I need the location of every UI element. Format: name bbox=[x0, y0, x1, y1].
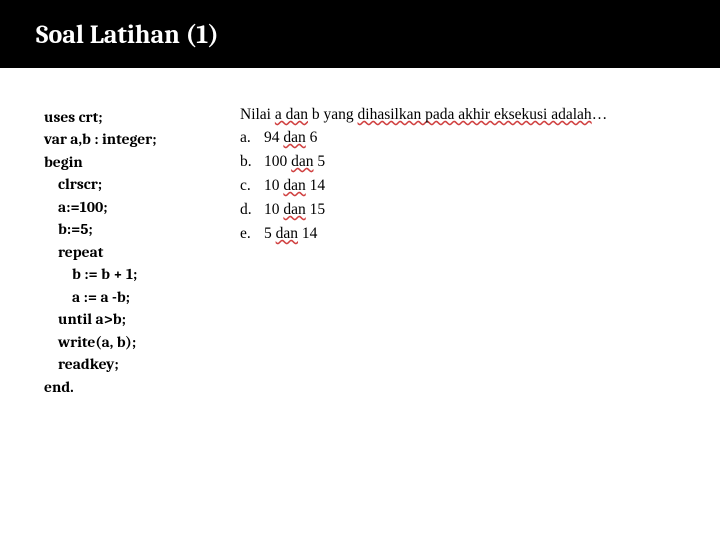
option-row: c. 10 dan 14 bbox=[240, 174, 607, 198]
option-rest: 14 bbox=[298, 225, 317, 242]
option-num: 5 bbox=[264, 225, 276, 242]
code-line: until a>b; bbox=[44, 308, 216, 330]
code-line: var a,b : integer; bbox=[44, 128, 216, 150]
question-part: … bbox=[592, 106, 608, 123]
option-row: d. 10 dan 15 bbox=[240, 198, 607, 222]
question-wavy: a dan bbox=[275, 106, 308, 123]
question-part: Nilai bbox=[240, 106, 271, 123]
option-num: 10 bbox=[264, 201, 283, 218]
option-row: e. 5 dan 14 bbox=[240, 222, 607, 246]
question-text: Nilai a dan b yang dihasilkan pada akhir… bbox=[240, 106, 607, 124]
option-letter: e. bbox=[240, 222, 264, 246]
option-letter: d. bbox=[240, 198, 264, 222]
option-rest: 15 bbox=[306, 201, 325, 218]
code-line: begin bbox=[44, 151, 216, 173]
option-letter: c. bbox=[240, 174, 264, 198]
code-line: clrscr; bbox=[44, 173, 216, 195]
code-line: a:=100; bbox=[44, 196, 216, 218]
question-part: b yang bbox=[308, 106, 358, 123]
option-text: 94 dan 6 bbox=[264, 126, 317, 150]
option-text: 5 dan 14 bbox=[264, 222, 317, 246]
option-row: b. 100 dan 5 bbox=[240, 150, 607, 174]
code-line: readkey; bbox=[44, 353, 216, 375]
option-letter: a. bbox=[240, 126, 264, 150]
option-num: 10 bbox=[264, 177, 283, 194]
option-wavy: dan bbox=[276, 225, 298, 242]
option-rest: 6 bbox=[306, 129, 318, 146]
code-line: a := a -b; bbox=[44, 286, 216, 308]
option-text: 100 dan 5 bbox=[264, 150, 325, 174]
code-line: b:=5; bbox=[44, 218, 216, 240]
content-area: uses crt; var a,b : integer; begin clrsc… bbox=[0, 68, 720, 398]
code-line: end. bbox=[44, 376, 216, 398]
question-wavy: dihasilkan pada akhir eksekusi adalah bbox=[358, 106, 592, 123]
code-line: b := b + 1; bbox=[44, 263, 216, 285]
option-rest: 14 bbox=[306, 177, 325, 194]
code-line: write(a, b); bbox=[44, 331, 216, 353]
code-block: uses crt; var a,b : integer; begin clrsc… bbox=[44, 106, 216, 398]
slide: Soal Latihan (1) uses crt; var a,b : int… bbox=[0, 0, 720, 540]
question-block: Nilai a dan b yang dihasilkan pada akhir… bbox=[240, 106, 607, 246]
option-letter: b. bbox=[240, 150, 264, 174]
option-num: 94 bbox=[264, 129, 283, 146]
option-text: 10 dan 14 bbox=[264, 174, 325, 198]
code-line: repeat bbox=[44, 241, 216, 263]
options-list: a. 94 dan 6 b. 100 dan 5 c. 10 dan 14 d.… bbox=[240, 126, 607, 246]
code-line: uses crt; bbox=[44, 106, 216, 128]
title-bar: Soal Latihan (1) bbox=[0, 0, 720, 68]
option-wavy: dan bbox=[291, 153, 313, 170]
option-wavy: dan bbox=[283, 201, 305, 218]
option-num: 100 bbox=[264, 153, 291, 170]
option-text: 10 dan 15 bbox=[264, 198, 325, 222]
option-wavy: dan bbox=[283, 177, 305, 194]
option-rest: 5 bbox=[314, 153, 326, 170]
slide-title: Soal Latihan (1) bbox=[36, 20, 720, 50]
option-wavy: dan bbox=[283, 129, 305, 146]
option-row: a. 94 dan 6 bbox=[240, 126, 607, 150]
